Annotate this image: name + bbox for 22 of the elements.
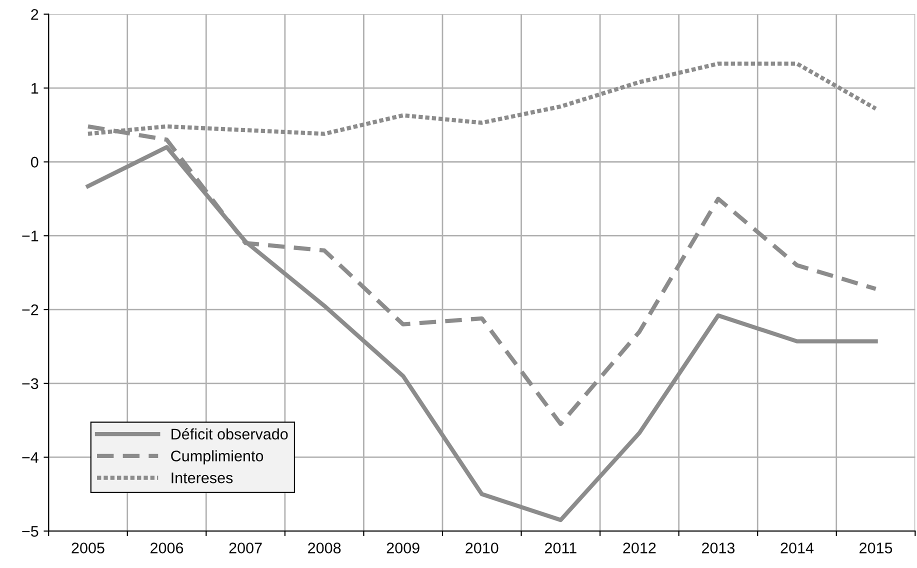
y-tick-label: 0 xyxy=(30,156,38,168)
y-tick-label: 2 xyxy=(31,9,38,20)
x-tick-label: 2005 xyxy=(72,542,104,554)
y-tick-label: 1 xyxy=(32,83,38,94)
x-tick-label: 2012 xyxy=(623,542,656,554)
legend-label: Cumplimiento xyxy=(171,450,264,464)
y-tick-label: −1 xyxy=(22,230,38,242)
x-tick-label: 2009 xyxy=(386,542,420,554)
legend-label: Intereses xyxy=(172,472,233,484)
x-tick-label: 2013 xyxy=(702,542,735,554)
x-tick-label: 2015 xyxy=(860,542,892,554)
y-tick-label: −3 xyxy=(22,378,38,390)
x-tick-label: 2008 xyxy=(308,542,341,554)
x-tick-label: 2006 xyxy=(150,542,184,554)
y-tick-label: −5 xyxy=(22,526,38,537)
y-tick-label: −2 xyxy=(22,304,38,316)
x-tick-label: 2014 xyxy=(780,542,814,554)
x-tick-label: 2007 xyxy=(229,542,262,554)
x-tick-label: 2010 xyxy=(466,542,498,554)
x-tick-label: 2011 xyxy=(545,542,576,554)
legend-label: Déficit observado xyxy=(172,428,288,440)
y-tick-label: −4 xyxy=(22,452,38,463)
